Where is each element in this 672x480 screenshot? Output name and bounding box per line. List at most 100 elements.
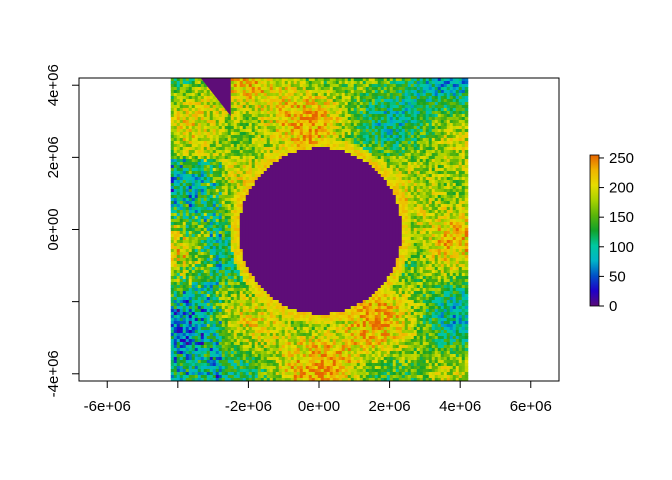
- raster-cell: [449, 171, 454, 175]
- raster-cell: [335, 207, 340, 211]
- raster-cell: [224, 201, 229, 205]
- raster-cell: [215, 180, 220, 184]
- raster-cell: [455, 225, 460, 229]
- raster-cell: [362, 129, 367, 133]
- raster-cell: [461, 93, 466, 97]
- raster-cell: [464, 222, 469, 226]
- raster-cell: [215, 108, 220, 112]
- raster-cell: [290, 183, 295, 187]
- raster-cell: [314, 147, 319, 151]
- raster-cell: [461, 216, 466, 220]
- raster-cell: [206, 108, 211, 112]
- raster-cell: [446, 174, 451, 178]
- raster-cell: [434, 108, 439, 112]
- raster-cell: [344, 174, 349, 178]
- raster-cell: [248, 177, 253, 181]
- raster-cell: [278, 204, 283, 208]
- raster-cell: [437, 132, 442, 136]
- raster-cell: [440, 198, 445, 202]
- raster-cell: [311, 93, 316, 97]
- raster-cell: [416, 108, 421, 112]
- raster-cell: [374, 99, 379, 103]
- raster-cell: [455, 141, 460, 145]
- raster-cell: [434, 105, 439, 109]
- raster-cell: [338, 168, 343, 172]
- raster-cell: [419, 132, 424, 136]
- raster-cell: [179, 108, 184, 112]
- raster-cell: [389, 147, 394, 151]
- raster-cell: [374, 183, 379, 187]
- raster-cell: [284, 171, 289, 175]
- raster-cell: [188, 126, 193, 130]
- raster-cell: [305, 132, 310, 136]
- raster-cell: [374, 141, 379, 145]
- raster-cell: [176, 129, 181, 133]
- raster-cell: [263, 153, 268, 157]
- raster-cell: [455, 81, 460, 85]
- raster-cell: [230, 81, 235, 85]
- raster-cell: [371, 153, 376, 157]
- raster-cell: [368, 126, 373, 130]
- raster-cell: [404, 189, 409, 193]
- raster-cell: [338, 99, 343, 103]
- raster-cell: [320, 90, 325, 94]
- raster-cell: [398, 198, 403, 202]
- raster-cell: [197, 162, 202, 166]
- raster-cell: [428, 99, 433, 103]
- raster-cell: [365, 114, 370, 118]
- raster-cell: [212, 141, 217, 145]
- raster-cell: [326, 210, 331, 214]
- raster-cell: [350, 144, 355, 148]
- raster-cell: [461, 141, 466, 145]
- raster-cell: [383, 138, 388, 142]
- raster-cell: [338, 189, 343, 193]
- raster-cell: [431, 201, 436, 205]
- raster-cell: [350, 201, 355, 205]
- raster-cell: [425, 183, 430, 187]
- raster-cell: [413, 132, 418, 136]
- raster-cell: [200, 114, 205, 118]
- raster-cell: [212, 180, 217, 184]
- raster-cell: [224, 156, 229, 160]
- raster-cell: [422, 135, 427, 139]
- raster-cell: [365, 198, 370, 202]
- raster-cell: [272, 162, 277, 166]
- raster-cell: [257, 129, 262, 133]
- raster-cell: [329, 213, 334, 217]
- raster-cell: [188, 210, 193, 214]
- raster-cell: [440, 183, 445, 187]
- raster-cell: [416, 186, 421, 190]
- raster-cell: [377, 192, 382, 196]
- raster-cell: [449, 120, 454, 124]
- raster-cell: [191, 105, 196, 109]
- raster-cell: [341, 78, 346, 82]
- raster-cell: [221, 120, 226, 124]
- raster-cell: [335, 225, 340, 229]
- raster-cell: [197, 198, 202, 202]
- raster-cell: [224, 189, 229, 193]
- raster-cell: [272, 219, 277, 223]
- raster-cell: [188, 201, 193, 205]
- raster-cell: [263, 144, 268, 148]
- raster-cell: [239, 186, 244, 190]
- raster-cell: [323, 114, 328, 118]
- raster-cell: [461, 186, 466, 190]
- raster-cell: [356, 216, 361, 220]
- raster-cell: [281, 192, 286, 196]
- raster-cell: [413, 198, 418, 202]
- raster-cell: [419, 123, 424, 127]
- raster-cell: [284, 222, 289, 226]
- raster-cell: [230, 198, 235, 202]
- raster-cell: [437, 183, 442, 187]
- raster-cell: [323, 87, 328, 91]
- raster-cell: [242, 177, 247, 181]
- raster-cell: [332, 120, 337, 124]
- raster-cell: [176, 114, 181, 118]
- raster-cell: [374, 129, 379, 133]
- raster-cell: [353, 81, 358, 85]
- raster-cell: [380, 126, 385, 130]
- raster-cell: [275, 150, 280, 154]
- raster-cell: [254, 150, 259, 154]
- raster-cell: [440, 93, 445, 97]
- raster-cell: [173, 204, 178, 208]
